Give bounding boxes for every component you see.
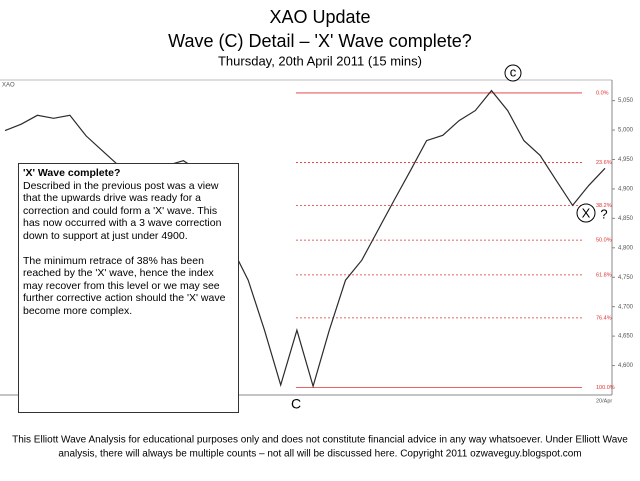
y-tick-label: 4,650: [618, 334, 634, 340]
y-tick-label: 4,850: [618, 216, 634, 222]
y-tick-label: 5,000: [618, 128, 634, 134]
y-tick-label: 4,900: [618, 187, 634, 193]
date-label: 20/Apr: [596, 398, 612, 404]
y-tick-label: 5,050: [618, 98, 634, 104]
wave-label: ?: [600, 206, 607, 221]
y-tick-label: 4,700: [618, 304, 634, 310]
subtitle: Wave (C) Detail – 'X' Wave complete?: [168, 31, 472, 51]
note-box: 'X' Wave complete? Described in the prev…: [18, 163, 239, 413]
fib-label: 38.2%: [596, 203, 612, 209]
price-line: [4, 89, 606, 389]
wave-circle: [576, 203, 596, 223]
fib-label: 50.0%: [596, 238, 612, 244]
title: XAO Update: [269, 7, 370, 27]
date: Thursday, 20th April 2011 (15 mins): [218, 53, 422, 68]
y-tick-label: 4,950: [618, 157, 634, 163]
note-paragraph: Described in the previous post was a vie…: [23, 179, 222, 242]
footer-2: analysis, there will always be multiple …: [58, 449, 581, 460]
y-tick-label: 4,750: [618, 275, 634, 281]
note-heading: 'X' Wave complete?: [23, 167, 121, 179]
symbol: XAO: [2, 83, 15, 89]
footer-1: This Elliott Wave Analysis for education…: [12, 435, 628, 446]
wave-label: c: [510, 64, 517, 79]
fib-label: 0.0%: [596, 90, 609, 96]
note-paragraph: The minimum retrace of 38% has been reac…: [23, 254, 226, 317]
wave-circle: [504, 64, 522, 82]
fib-label: 23.6%: [596, 160, 612, 166]
fib-label: 61.8%: [596, 272, 612, 278]
y-tick-label: 4,600: [618, 363, 634, 369]
y-tick-label: 4,800: [618, 245, 634, 251]
wave-label: C: [291, 396, 301, 412]
fib-label: 100.0%: [596, 385, 615, 391]
wave-label: X: [582, 205, 591, 220]
fib-label: 76.4%: [596, 315, 612, 321]
